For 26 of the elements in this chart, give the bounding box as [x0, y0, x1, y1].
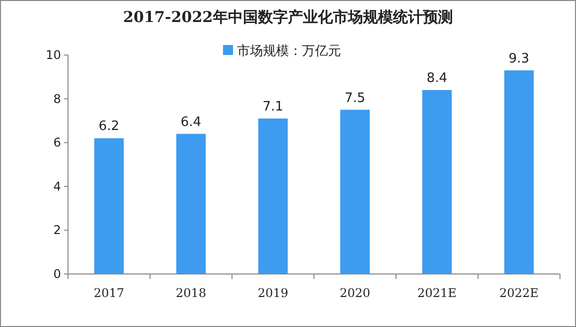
- data-label: 8.4: [426, 71, 448, 86]
- chart-title: 2017-2022年中国数字产业化市场规模统计预测: [123, 8, 453, 26]
- y-tick-label: 8: [53, 92, 61, 106]
- data-label: 6.2: [98, 119, 120, 134]
- data-label: 7.5: [344, 90, 366, 106]
- y-tick-label: 6: [53, 136, 61, 150]
- y-tick-label: 2: [53, 223, 61, 238]
- x-tick-label: 2017: [94, 286, 124, 300]
- bar: [504, 70, 534, 274]
- bar: [422, 90, 452, 274]
- y-tick-label: 10: [46, 48, 61, 62]
- x-tick-label: 2019: [258, 286, 288, 300]
- x-tick-label: 2018: [176, 286, 206, 300]
- y-tick-label: 4: [53, 179, 61, 194]
- bar: [94, 138, 124, 274]
- bar: [340, 110, 370, 274]
- data-label: 9.3: [508, 51, 530, 66]
- x-tick-label: 2021E: [417, 286, 457, 300]
- data-label: 7.1: [262, 100, 284, 115]
- legend: 市场规模：万亿元: [223, 44, 341, 59]
- bar: [176, 134, 206, 274]
- y-tick-label: 0: [53, 267, 61, 281]
- x-tick-label: 2022E: [499, 286, 539, 300]
- bar: [258, 118, 288, 274]
- x-tick-label: 2020: [340, 286, 370, 300]
- data-label: 6.4: [180, 114, 202, 130]
